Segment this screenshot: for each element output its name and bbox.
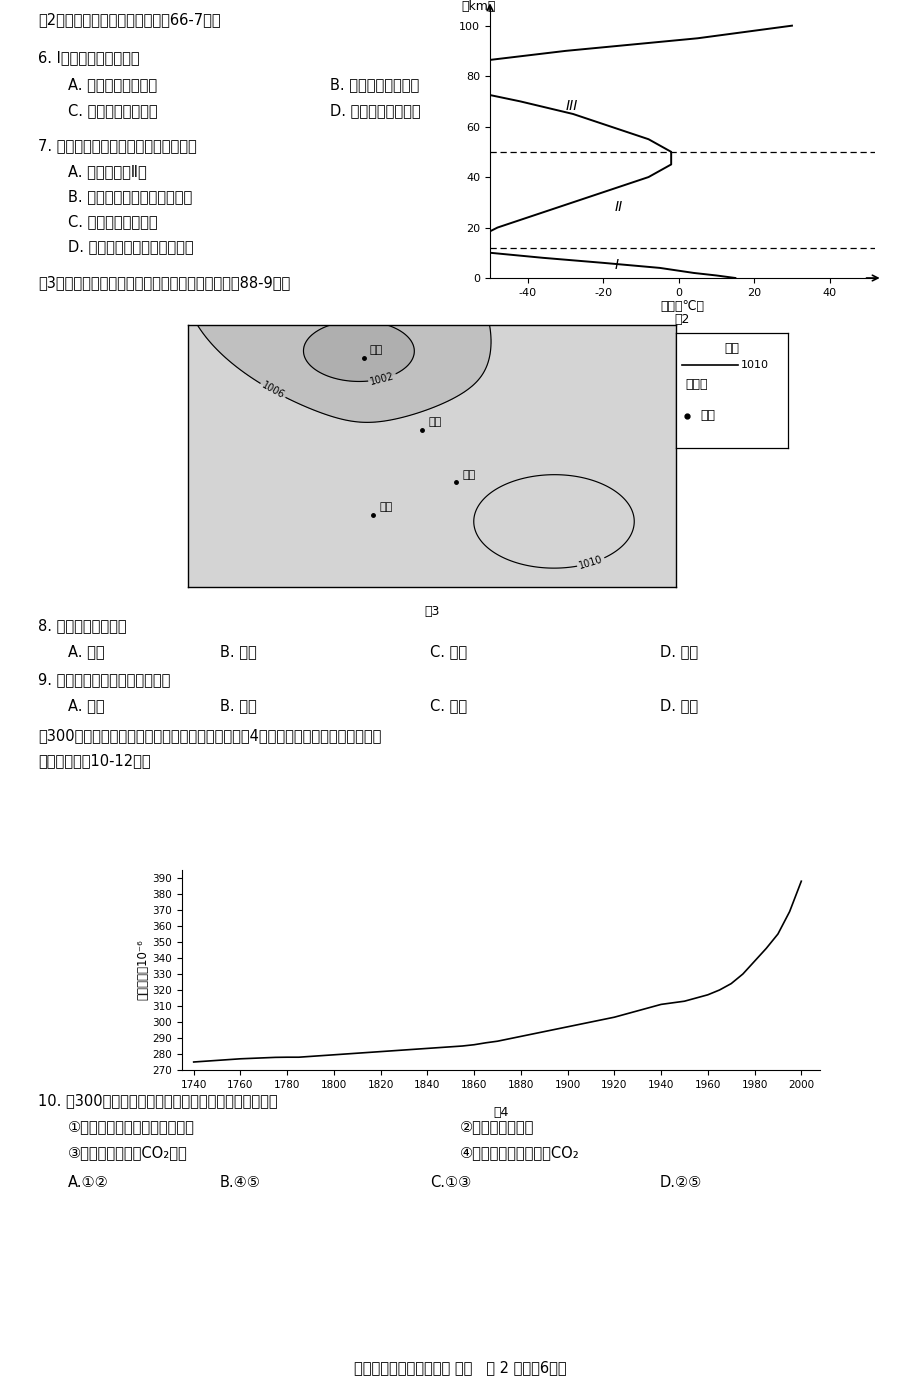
Text: 7. 对电离层的叙述，下列说法正确的是: 7. 对电离层的叙述，下列说法正确的是 [38,138,197,153]
Y-axis label: 体积分数／10⁻⁶: 体积分数／10⁻⁶ [137,940,150,1000]
Text: C. 台北: C. 台北 [429,644,467,659]
Text: ②大规模毁坏森林: ②大规模毁坏森林 [460,1119,534,1134]
Text: C. 冬季的高纶度地区: C. 冬季的高纶度地区 [68,103,157,118]
Text: D. 广州: D. 广州 [659,644,698,659]
Text: 图3某时刻亚洲部分地区海平面气压分布，据此完成88-9题。: 图3某时刻亚洲部分地区海平面气压分布，据此完成88-9题。 [38,274,289,290]
Text: C. 台北: C. 台北 [429,698,467,713]
Text: B. 上海: B. 上海 [220,644,256,659]
Text: 1002: 1002 [369,371,395,387]
Text: A. 北京: A. 北京 [68,644,105,659]
Text: 图例: 图例 [724,343,739,355]
Text: D. 是大气层中闪电的能量来源: D. 是大气层中闪电的能量来源 [68,240,193,254]
Text: ④火山喷发，释放大量CO₂: ④火山喷发，释放大量CO₂ [460,1145,579,1160]
Text: 高一地理（必修第一册） 试题   第 2 页（兲6页）: 高一地理（必修第一册） 试题 第 2 页（兲6页） [353,1360,566,1375]
Text: 10. 近300年来，大气中二氧化碳逐渐升高的主要原因是: 10. 近300年来，大气中二氧化碳逐渐升高的主要原因是 [38,1094,278,1107]
Text: D. 广州: D. 广州 [659,698,698,713]
Text: B. 上海: B. 上海 [220,698,256,713]
Text: （km）: （km） [461,0,495,13]
Text: 1010: 1010 [577,554,604,571]
Text: 9. 风向与其他城市明显不同的是: 9. 风向与其他城市明显不同的是 [38,671,170,687]
Text: 北京: 北京 [369,345,382,355]
Text: A. 北京: A. 北京 [68,698,105,713]
Text: 等压线: 等压线 [685,379,707,391]
Text: D. 夏季的高纶度地区: D. 夏季的高纶度地区 [330,103,420,118]
Text: 1006: 1006 [259,380,286,401]
Text: 8. 风力最小的城市是: 8. 风力最小的城市是 [38,618,127,632]
Text: I: I [614,258,618,273]
Text: C. 受地磁干扰而形成: C. 受地磁干扰而形成 [68,215,157,228]
Text: B. 对无线电短波具有反射作用: B. 对无线电短波具有反射作用 [68,189,192,203]
Text: ①大量燃烧煤、石油等化石燃料: ①大量燃烧煤、石油等化石燃料 [68,1119,195,1134]
Text: C.①③: C.①③ [429,1176,471,1190]
Text: D.②⑤: D.②⑤ [659,1176,701,1190]
Text: 广州: 广州 [379,503,392,513]
Text: 上海: 上海 [427,417,441,428]
Text: 台北: 台北 [461,469,475,479]
Text: 化，据此完成10-12题。: 化，据此完成10-12题。 [38,754,151,768]
Text: B. 夏季的低纶度地区: B. 夏季的低纶度地区 [330,77,419,92]
Text: 近300年来，大气中二氧化碳体积分数逐渐升高。图4示意大气中二氧化碳体积分数变: 近300年来，大气中二氧化碳体积分数逐渐升高。图4示意大气中二氧化碳体积分数变 [38,729,381,742]
X-axis label: 温度（℃）: 温度（℃） [660,301,704,313]
Text: A. 电离层位于Ⅱ层: A. 电离层位于Ⅱ层 [68,164,147,178]
Text: A. 冬季的低纶度地区: A. 冬季的低纶度地区 [68,77,157,92]
Text: 图4: 图4 [493,1106,508,1119]
Text: 图2: 图2 [674,313,689,326]
Text: 1010: 1010 [740,361,768,371]
Text: 图3: 图3 [424,606,439,618]
Text: III: III [565,99,577,113]
Text: II: II [614,201,622,215]
Text: ③人口激增，呼出CO₂增多: ③人口激增，呼出CO₂增多 [68,1145,187,1160]
Text: B.④⑤: B.④⑤ [220,1176,261,1190]
Text: A.①②: A.①② [68,1176,108,1190]
Text: 6. I层高度最大的地区是: 6. I层高度最大的地区是 [38,50,140,65]
Text: 城市: 城市 [700,410,715,422]
Text: 图2示意大气垂直分层，据此完成66-7题。: 图2示意大气垂直分层，据此完成66-7题。 [38,13,221,26]
